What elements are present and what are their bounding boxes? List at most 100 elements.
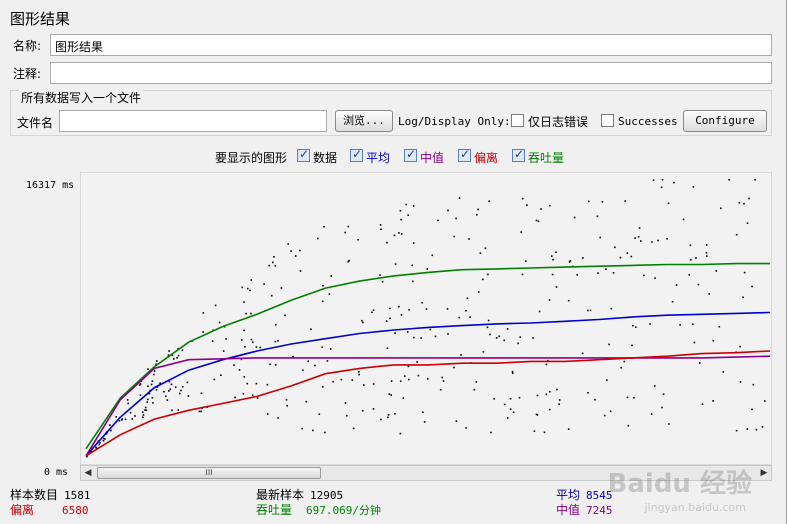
data-point [244,345,246,348]
data-point [153,370,156,372]
comment-input[interactable] [50,62,772,84]
stat-average: 平均 8545 [556,486,613,503]
data-point [417,374,420,377]
data-point [124,418,127,421]
stat-throughput: 吞吐量 697.069/分钟 [256,501,381,518]
data-point [597,272,599,274]
data-point [535,413,538,416]
stat-latest: 最新样本 12905 [256,486,343,503]
data-point [635,326,637,328]
name-label: 名称: [13,39,42,53]
data-point [627,424,630,427]
data-point [479,252,482,254]
data-point [405,203,407,206]
data-point [666,238,668,240]
stat-median: 中值 7245 [556,501,613,518]
data-point [127,402,129,405]
data-point [705,244,708,246]
data-point [120,419,123,421]
legend-average-checkbox[interactable] [350,147,363,162]
data-point [156,360,158,362]
data-point [509,408,512,410]
data-point [171,354,174,357]
data-point [526,204,528,206]
stat-deviation-label: 偏离 [10,503,35,517]
scroll-thumb[interactable]: III [97,467,321,479]
data-point [692,323,694,325]
data-point [482,278,484,281]
data-point [317,237,319,240]
data-point [701,403,704,405]
data-point [318,413,321,415]
data-point [623,360,626,363]
data-point [458,197,461,199]
data-point [548,408,551,411]
data-point [246,287,249,290]
data-point [275,324,277,326]
legend-median-checkbox[interactable] [404,147,417,162]
data-point [555,286,558,288]
data-point [754,178,756,181]
scroll-left-arrow-icon[interactable]: ◀ [84,468,92,478]
data-point [249,289,251,292]
legend-data-checkbox[interactable] [297,147,310,162]
data-point [447,209,449,212]
data-point [312,429,314,432]
data-point [429,328,432,331]
data-point [715,270,718,272]
graph-horizontal-scrollbar[interactable]: ◀ III ▶ [80,465,772,481]
data-point [241,339,243,341]
data-point [168,350,170,352]
legend-throughput-checkbox[interactable] [512,147,525,162]
data-point [486,326,489,329]
successes-checkbox[interactable] [601,114,614,127]
baidu-watermark-url: jingyan.baidu.com [644,501,746,514]
filename-input[interactable] [59,110,327,132]
data-point [390,380,393,382]
data-point [179,392,181,395]
data-point [556,388,558,391]
legend-deviation-checkbox[interactable] [458,147,471,162]
data-point [142,416,144,419]
data-point [259,346,261,349]
data-point [631,344,633,347]
data-point [388,393,391,395]
data-point [386,241,388,244]
data-point [187,395,190,397]
data-point [147,368,149,370]
browse-button[interactable]: 浏览... [335,110,393,132]
data-point [420,337,422,339]
data-point [144,409,146,411]
data-point [657,239,659,242]
data-point [697,283,700,286]
legend-prompt: 要显示的图形 [215,151,288,165]
data-point [601,201,604,203]
data-point [151,380,154,382]
data-point [302,369,304,371]
data-point [468,238,470,240]
data-point [344,231,346,234]
data-point [347,225,350,228]
data-point [379,274,381,276]
data-point [692,186,695,188]
data-point [351,379,354,381]
data-point [372,383,375,385]
data-point [274,265,277,267]
data-point [532,337,534,339]
scroll-right-arrow-icon[interactable]: ▶ [760,468,768,478]
data-point [548,299,551,301]
data-point [427,378,429,380]
data-point [268,264,270,267]
data-point [213,378,216,381]
name-input[interactable]: 图形结果 [50,34,772,56]
data-point [506,328,509,330]
data-point [742,296,744,299]
data-point [266,383,269,386]
stat-average-label: 平均 [556,488,581,502]
configure-button[interactable]: Configure [683,110,767,132]
data-point [348,259,350,262]
data-point [243,376,246,378]
errors-only-checkbox[interactable] [511,114,524,127]
stat-median-value: 7245 [586,504,613,517]
data-point [168,390,170,392]
